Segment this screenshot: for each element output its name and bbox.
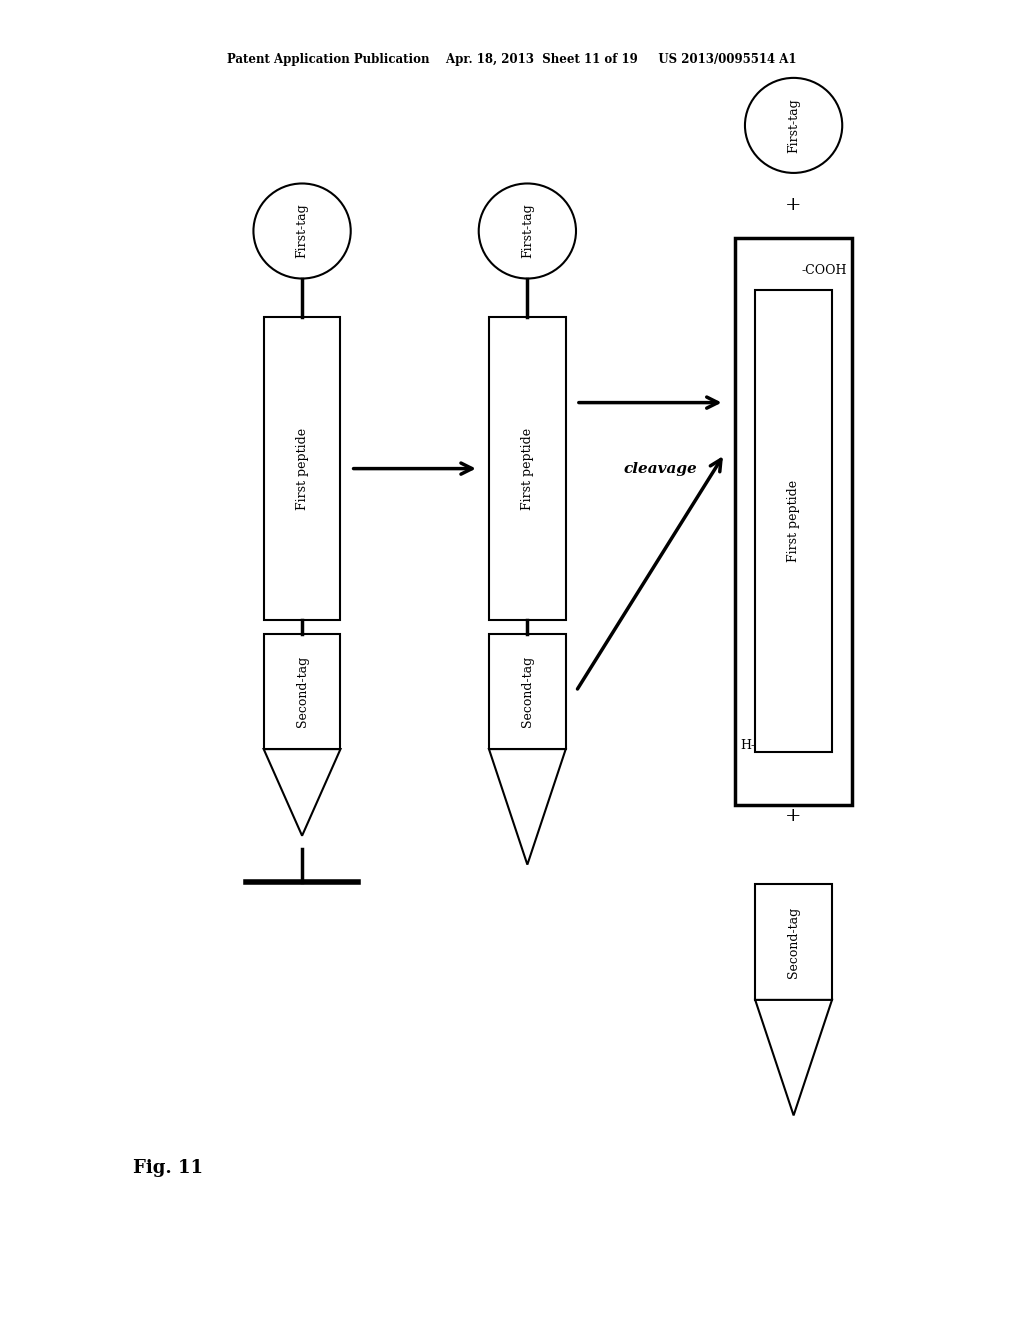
Polygon shape [489,750,565,865]
Text: +: + [785,807,802,825]
Text: +: + [785,195,802,214]
Text: Patent Application Publication    Apr. 18, 2013  Sheet 11 of 19     US 2013/0095: Patent Application Publication Apr. 18, … [227,53,797,66]
Text: H-: H- [739,739,755,752]
Text: cleavage: cleavage [624,462,697,475]
Text: First peptide: First peptide [296,428,308,510]
Polygon shape [756,1001,831,1115]
Text: First-tag: First-tag [521,203,534,259]
Text: Fig. 11: Fig. 11 [133,1159,203,1177]
Text: First peptide: First peptide [521,428,534,510]
Text: First-tag: First-tag [296,203,308,259]
Text: Second-tag: Second-tag [787,907,800,978]
Text: Second-tag: Second-tag [521,656,534,727]
Text: Second-tag: Second-tag [296,656,308,727]
Text: First peptide: First peptide [787,480,800,562]
Text: -COOH: -COOH [802,264,848,277]
Text: First-tag: First-tag [787,98,800,153]
